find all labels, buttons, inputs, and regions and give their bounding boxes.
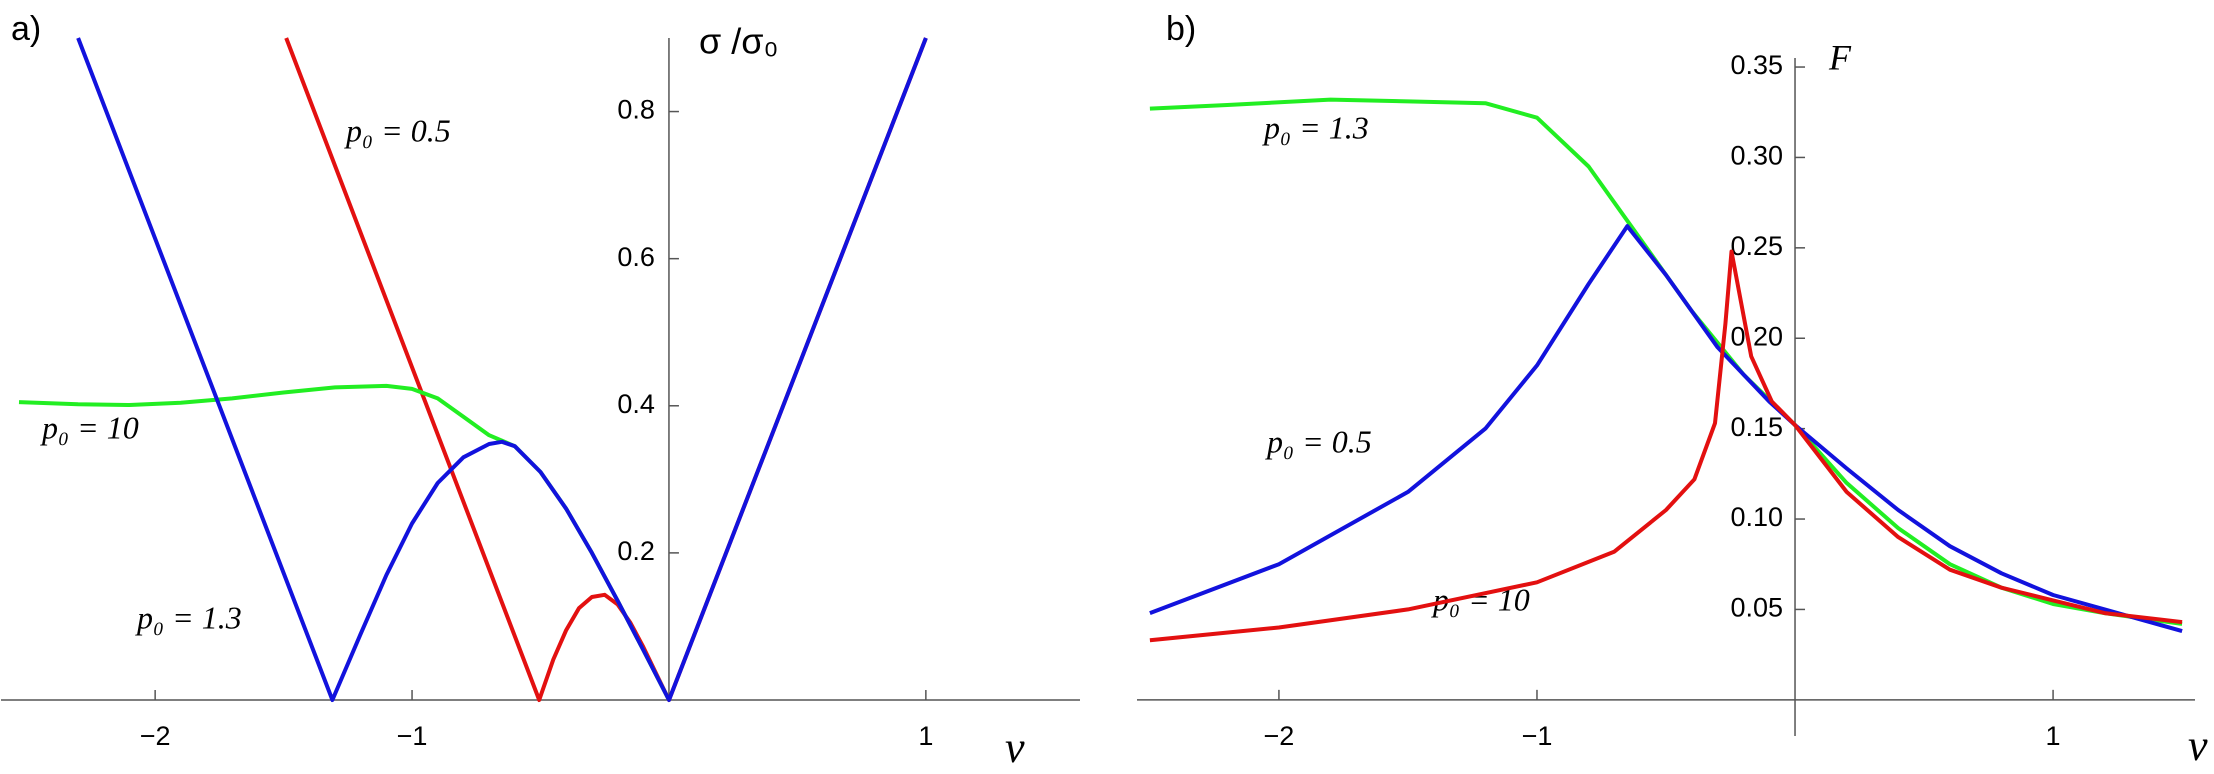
y-axis-label: F xyxy=(1828,37,1852,77)
series-line xyxy=(1149,97,2183,626)
x-axis-label: v xyxy=(2188,721,2208,770)
panel-label: b) xyxy=(1166,10,1196,48)
y-axis-label: σ /σ₀ xyxy=(699,21,778,62)
series-line xyxy=(76,37,928,702)
y-tick-label: 0.30 xyxy=(1730,141,1783,171)
y-tick-label: 0.10 xyxy=(1730,502,1783,532)
series-annotation: p₀ = 0.5 xyxy=(344,112,451,148)
y-tick-label: 0.35 xyxy=(1730,50,1783,80)
x-axis-label: v xyxy=(1005,723,1025,772)
x-tick-label: −2 xyxy=(140,721,171,751)
x-tick-label: 1 xyxy=(918,721,933,751)
series-annotation: p₀ = 1.3 xyxy=(1262,109,1369,145)
y-tick-label: 0.2 xyxy=(617,536,655,566)
series-annotation: p₀ = 1.3 xyxy=(135,599,242,635)
series-line xyxy=(1149,224,2183,634)
series-line xyxy=(1149,249,2183,643)
series-annotation: p₀ = 10 xyxy=(40,409,139,445)
y-tick-label: 0.15 xyxy=(1730,412,1783,442)
y-tick-label: 0.25 xyxy=(1730,231,1783,261)
x-tick-label: −2 xyxy=(1264,721,1295,751)
y-tick-label: 0.20 xyxy=(1730,321,1783,351)
y-tick-label: 0.6 xyxy=(617,242,655,272)
y-tick-label: 0.05 xyxy=(1730,593,1783,623)
x-tick-label: −1 xyxy=(397,721,428,751)
x-tick-label: 1 xyxy=(2046,721,2061,751)
x-tick-label: −1 xyxy=(1522,721,1553,751)
y-tick-label: 0.4 xyxy=(617,389,655,419)
series-annotation: p₀ = 0.5 xyxy=(1265,423,1372,459)
y-tick-label: 0.8 xyxy=(617,95,655,125)
panel-label: a) xyxy=(11,10,41,48)
